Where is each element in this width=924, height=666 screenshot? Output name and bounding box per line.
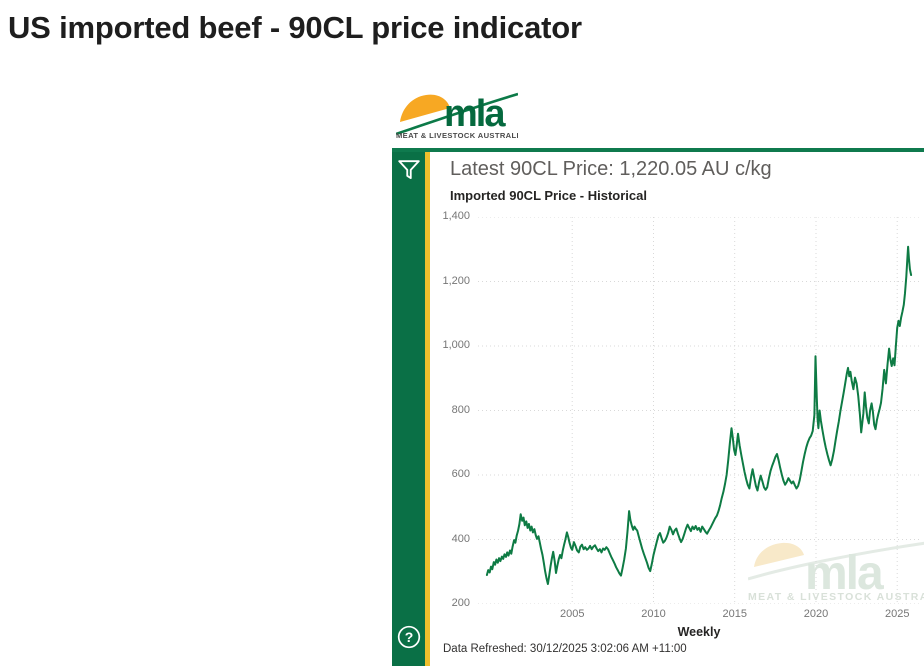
filter-funnel-button[interactable] (397, 158, 421, 184)
funnel-icon (398, 160, 420, 180)
mla-logo-caption: MEAT & LIVESTOCK AUSTRALIA (396, 131, 518, 140)
y-axis-tick-label: 800 (451, 403, 470, 416)
data-refreshed-note: Data Refreshed: 30/12/2025 3:02:06 AM +1… (443, 643, 687, 655)
chart-area: mla MEAT & LIVESTOCK AUSTRALIA Weekly 20… (392, 148, 924, 666)
x-axis-title: Weekly (677, 625, 721, 639)
watermark-caption: MEAT & LIVESTOCK AUSTRALIA (748, 591, 924, 603)
report-card: ? Latest 90CL Price: 1,220.05 AU c/kg Im… (392, 148, 924, 666)
watermark-swoosh-icon (748, 541, 924, 581)
plot-area[interactable]: mla MEAT & LIVESTOCK AUSTRALIA (478, 217, 924, 604)
y-axis-tick-label: 400 (451, 532, 470, 545)
x-axis-tick-label: 2025 (885, 608, 910, 620)
series-line-imported-90cl-price[interactable] (485, 245, 913, 585)
y-axis-tick-label: 1,200 (442, 274, 470, 287)
mla-logo-swoosh-icon (396, 92, 518, 136)
mla-logo-fan-icon (400, 94, 450, 122)
svg-text:?: ? (405, 629, 414, 645)
mla-watermark: mla MEAT & LIVESTOCK AUSTRALIA (748, 541, 924, 603)
x-axis-tick-label: 2015 (722, 608, 747, 620)
watermark-text: mla (805, 547, 884, 600)
y-axis-tick-label: 600 (451, 468, 470, 480)
x-axis-tick-label: 2005 (560, 608, 585, 620)
y-axis-tick-label: 1,400 (442, 210, 470, 222)
filter-sidebar: ? (392, 152, 425, 666)
x-axis-tick-label: 2010 (641, 608, 666, 620)
chart-title: Imported 90CL Price - Historical (450, 188, 647, 203)
gold-accent-stripe (425, 152, 430, 666)
question-mark-icon: ? (397, 625, 421, 649)
latest-price-header: Latest 90CL Price: 1,220.05 AU c/kg (450, 158, 772, 180)
help-button[interactable]: ? (396, 624, 422, 650)
x-axis-tick-label: 2020 (803, 608, 829, 620)
page-title: US imported beef - 90CL price indicator (8, 10, 582, 45)
watermark-fan-icon (754, 542, 804, 567)
y-axis-tick-label: 1,000 (442, 339, 470, 351)
y-axis-tick-label: 200 (451, 597, 470, 609)
chart-grid-and-series (478, 217, 920, 604)
mla-logo: mla MEAT & LIVESTOCK AUSTRALIA (396, 92, 518, 140)
mla-logo-text: mla (444, 93, 506, 135)
card-top-border (392, 148, 924, 152)
